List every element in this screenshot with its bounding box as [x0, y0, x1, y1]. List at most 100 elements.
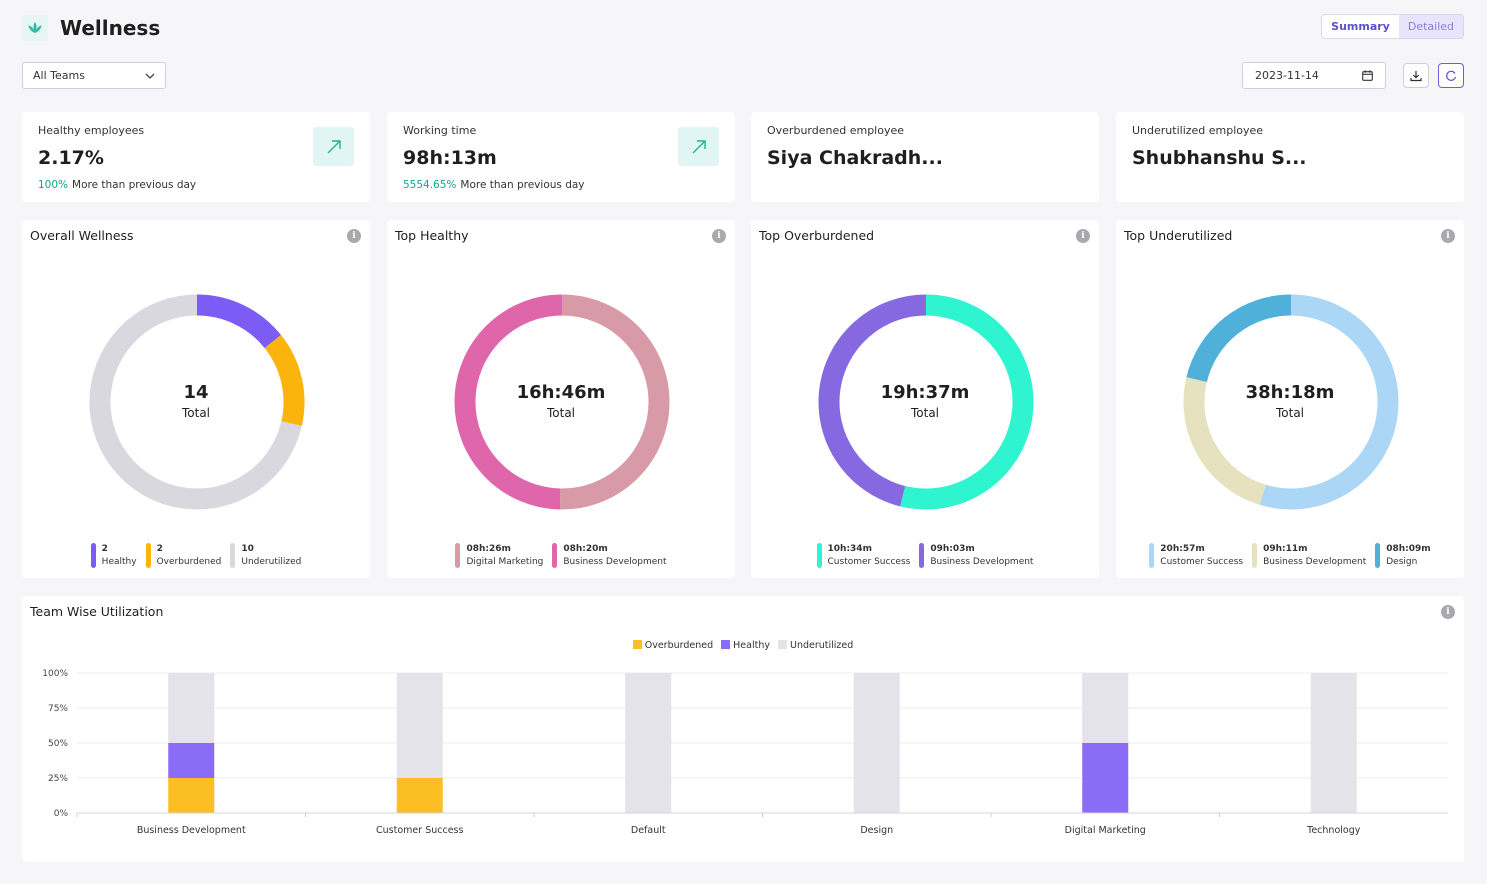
legend-text: 2 Overburdened — [157, 543, 222, 568]
info-icon[interactable]: i — [347, 229, 361, 243]
y-tick-label: 25% — [48, 774, 68, 784]
bar-digital-marketing-underutilized[interactable] — [1082, 673, 1129, 743]
legend-text: 08h:20m Business Development — [563, 543, 666, 568]
bar-business-development-overburdened[interactable] — [168, 778, 215, 813]
legend-value: 09h:11m — [1263, 544, 1308, 554]
donut-chart — [454, 294, 670, 510]
bar-customer-success-underutilized[interactable] — [396, 673, 443, 778]
download-icon — [1410, 70, 1422, 81]
legend-swatch — [1252, 543, 1258, 568]
legend-text: 10 Underutilized — [241, 543, 301, 568]
legend-item-healthy[interactable]: 2 Healthy — [90, 543, 137, 568]
legend-value: 08h:20m — [563, 544, 608, 554]
download-button[interactable] — [1403, 63, 1429, 88]
donut-legend: 10h:34m Customer Success 09h:03m Business D… — [751, 543, 1099, 568]
legend-value: 10 — [241, 544, 254, 554]
legend-item-design[interactable]: 08h:09m Design — [1375, 543, 1431, 568]
summary-tab[interactable]: Summary — [1322, 15, 1399, 38]
x-tick-label: Technology — [1306, 825, 1361, 836]
stat-change-pct: 5554.65% — [403, 179, 457, 191]
card-title: Top Healthy — [395, 228, 469, 243]
legend-item-healthy[interactable]: Healthy — [721, 640, 770, 651]
bar-business-development-underutilized[interactable] — [168, 673, 215, 743]
bar-default-underutilized[interactable] — [625, 673, 672, 813]
legend-value: 2 — [101, 544, 108, 554]
legend-label: Customer Success — [827, 556, 911, 567]
legend-label: Overburdened — [644, 640, 714, 651]
legend-item-underutilized[interactable]: Underutilized — [777, 640, 854, 651]
donut-segment-underutilized[interactable] — [89, 294, 302, 510]
legend-item-digital-marketing[interactable]: 08h:26m Digital Marketing — [455, 543, 543, 568]
legend-swatch — [777, 640, 787, 649]
stat-label: Healthy employees — [38, 124, 145, 137]
donut-segment-business-development[interactable] — [454, 294, 563, 510]
donut-total-value: 38h:18m — [1245, 382, 1335, 403]
calendar-icon — [1362, 70, 1373, 81]
legend-swatch — [145, 543, 151, 568]
donut-center: 16h:46m Total — [387, 382, 735, 420]
legend-value: 09h:03m — [930, 544, 975, 554]
legend-item-customer-success[interactable]: 10h:34m Customer Success — [816, 543, 911, 568]
bar-customer-success-overburdened[interactable] — [396, 778, 443, 813]
refresh-button[interactable] — [1438, 63, 1464, 88]
donut-segment-customer-success[interactable] — [900, 294, 1034, 510]
info-icon[interactable]: i — [1076, 229, 1090, 243]
card-title: Top Underutilized — [1124, 228, 1233, 243]
legend-swatch — [230, 543, 236, 568]
donut-center: 19h:37m Total — [751, 382, 1099, 420]
legend-swatch — [552, 543, 558, 568]
top-underutilized-card: Top Underutilized i 38h:18m Total 20h:57… — [1116, 220, 1464, 578]
bar-technology-underutilized[interactable] — [1310, 673, 1357, 813]
donut-segment-design[interactable] — [1186, 294, 1292, 383]
legend-item-overburdened[interactable]: Overburdened — [632, 640, 714, 651]
legend-label: Underutilized — [241, 556, 302, 567]
date-value: 2023-11-14 — [1255, 69, 1319, 82]
bar-digital-marketing-healthy[interactable] — [1082, 743, 1129, 813]
legend-label: Underutilized — [789, 640, 854, 651]
stat-change-pct: 100% — [38, 179, 69, 191]
legend-item-business-development[interactable]: 09h:03m Business Development — [919, 543, 1033, 568]
info-icon[interactable]: i — [1441, 605, 1455, 619]
legend-label: Business Development — [930, 556, 1034, 567]
legend-swatch — [721, 640, 731, 649]
info-icon[interactable]: i — [712, 229, 726, 243]
legend-value: 08h:26m — [466, 544, 511, 554]
working-time-card: Working time 98h:13m 5554.65% More than p… — [387, 112, 735, 202]
x-tick-label: Default — [631, 825, 666, 836]
donut-total-value: 14 — [183, 382, 209, 403]
donut-segment-business-development[interactable] — [1183, 377, 1266, 505]
legend-item-underutilized[interactable]: 10 Underutilized — [230, 543, 301, 568]
donut-legend: 2 Healthy 2 Overburdened 10 Underutilized — [22, 543, 370, 568]
legend-item-business-development[interactable]: 08h:20m Business Development — [552, 543, 667, 568]
detailed-tab[interactable]: Detailed — [1398, 15, 1463, 38]
donut-segment-healthy[interactable] — [196, 294, 282, 349]
legend-text: 2 Healthy — [102, 543, 137, 568]
legend-item-customer-success[interactable]: 20h:57m Customer Success — [1149, 543, 1243, 568]
date-picker[interactable]: 2023-11-14 — [1242, 62, 1386, 89]
donut-total-label: Total — [181, 406, 211, 420]
donut-segment-customer-success[interactable] — [1259, 294, 1399, 510]
donut-chart — [89, 294, 305, 510]
team-filter-dropdown[interactable]: All Teams — [22, 62, 166, 89]
legend-text: 09h:03m Business Development — [930, 543, 1033, 568]
donut-segment-digital-marketing[interactable] — [560, 294, 670, 510]
legend-label: Business Development — [563, 556, 667, 567]
underutilized-employee-card: Underutilized employee Shubhanshu S... — [1116, 112, 1464, 202]
refresh-icon — [1446, 70, 1457, 81]
donut-segment-business-development[interactable] — [818, 294, 927, 507]
stat-value: 98h:13m — [403, 147, 497, 169]
legend-swatch — [919, 543, 925, 568]
stat-change-text: More than previous day — [72, 179, 197, 191]
stat-change: 5554.65% More than previous day — [403, 179, 585, 191]
card-title: Top Overburdened — [759, 228, 875, 243]
donut-segment-overburdened[interactable] — [264, 334, 305, 426]
bar-business-development-healthy[interactable] — [168, 743, 215, 778]
legend-text: 08h:09m Design — [1386, 543, 1430, 568]
view-toggle: Summary Detailed — [1321, 14, 1464, 39]
legend-item-business-development[interactable]: 09h:11m Business Development — [1252, 543, 1366, 568]
info-icon[interactable]: i — [1441, 229, 1455, 243]
x-tick-label: Customer Success — [376, 825, 463, 836]
stat-label: Underutilized employee — [1132, 124, 1264, 137]
bar-design-underutilized[interactable] — [853, 673, 900, 813]
legend-item-overburdened[interactable]: 2 Overburdened — [145, 543, 222, 568]
